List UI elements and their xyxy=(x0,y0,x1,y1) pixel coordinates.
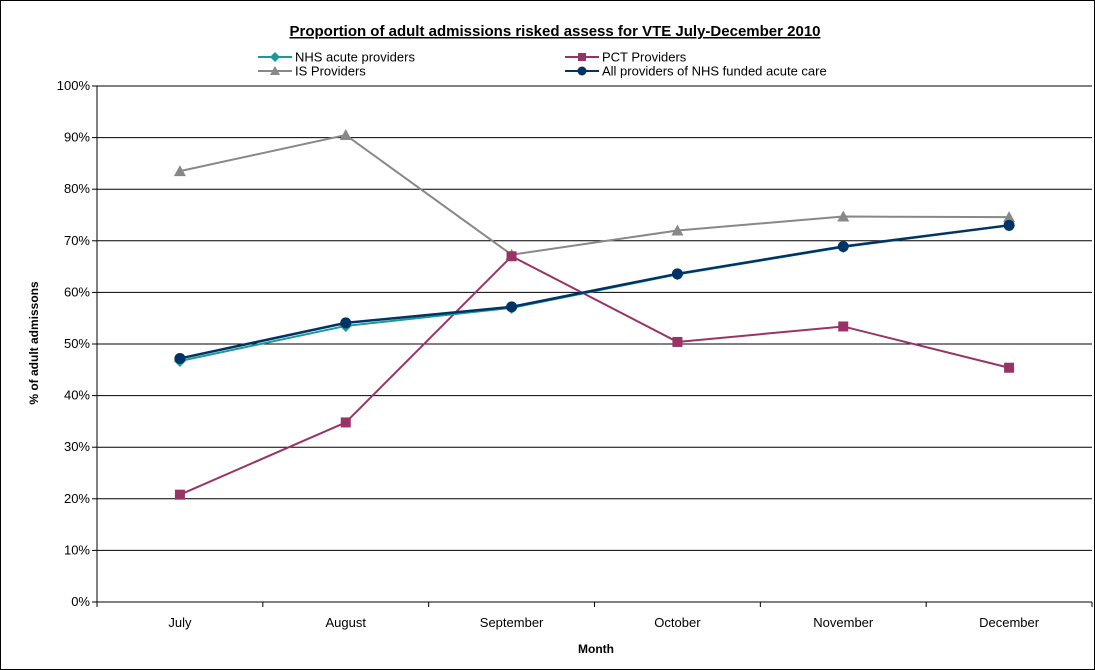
series-3 xyxy=(174,219,1015,364)
y-axis-title: % of adult admissons xyxy=(27,281,41,405)
data-point-square xyxy=(578,53,586,61)
x-tick-label: October xyxy=(654,615,701,630)
x-tick-label: December xyxy=(979,615,1040,630)
y-tick-label: 80% xyxy=(64,181,90,196)
data-point-circle xyxy=(340,317,352,329)
y-tick-label: 10% xyxy=(64,542,90,557)
series-1 xyxy=(174,251,1015,500)
y-tick-label: 50% xyxy=(64,336,90,351)
chart-title: Proportion of adult admissions risked as… xyxy=(289,23,820,40)
data-point-triangle xyxy=(671,224,684,236)
x-tick-label: August xyxy=(326,615,367,630)
data-point-circle xyxy=(671,268,683,280)
legend-label: PCT Providers xyxy=(602,50,687,65)
data-point-square xyxy=(672,336,683,347)
series-line xyxy=(179,224,1010,360)
y-tick-label: 70% xyxy=(64,233,90,248)
data-point-square xyxy=(174,489,185,500)
legend-item: IS Providers xyxy=(258,64,366,79)
legend-item: All providers of NHS funded acute care xyxy=(565,64,827,79)
series-lines xyxy=(173,129,1016,500)
data-point-triangle xyxy=(270,66,280,75)
series-line xyxy=(179,255,1010,496)
data-point-triangle xyxy=(339,129,352,141)
data-point-circle xyxy=(506,301,518,313)
data-point-square xyxy=(838,321,849,332)
y-tick-label: 100% xyxy=(57,78,91,93)
data-point-square xyxy=(506,251,517,262)
data-point-circle xyxy=(174,352,186,364)
axes xyxy=(92,85,1093,607)
data-point-circle xyxy=(1003,219,1015,231)
data-point-diamond xyxy=(270,52,280,62)
x-tick-label: July xyxy=(168,615,192,630)
data-point-triangle xyxy=(1003,211,1016,223)
data-point-square xyxy=(1004,362,1015,373)
gridlines xyxy=(97,85,1092,551)
data-point-triangle xyxy=(173,165,186,177)
series-line xyxy=(179,133,1010,256)
y-tick-label: 20% xyxy=(64,491,90,506)
x-tick-labels: July August September October November Decemb… xyxy=(168,615,1039,630)
legend-label: NHS acute providers xyxy=(295,50,415,65)
legend-label: All providers of NHS funded acute care xyxy=(602,64,827,79)
legend-item: PCT Providers xyxy=(565,50,687,65)
data-point-circle xyxy=(837,240,849,252)
data-point-circle xyxy=(577,66,587,76)
y-tick-label: 90% xyxy=(64,130,90,145)
x-tick-label: November xyxy=(813,615,874,630)
x-tick-label: September xyxy=(480,615,544,630)
y-tick-label: 0% xyxy=(71,594,90,609)
y-tick-labels: 0% 10% 20% 30% 40% 50% 60% 70% 80% 90% 100% xyxy=(57,78,91,609)
legend-label: IS Providers xyxy=(295,64,366,79)
x-axis-title: Month xyxy=(578,642,614,656)
legend-item: NHS acute providers xyxy=(258,50,415,65)
y-tick-label: 60% xyxy=(64,284,90,299)
y-tick-label: 40% xyxy=(64,388,90,403)
data-point-triangle xyxy=(837,210,850,222)
y-tick-label: 30% xyxy=(64,439,90,454)
series-line xyxy=(179,224,1010,363)
data-point-square xyxy=(340,417,351,428)
legend: NHS acute providers PCT Providers IS Provi… xyxy=(258,50,827,79)
